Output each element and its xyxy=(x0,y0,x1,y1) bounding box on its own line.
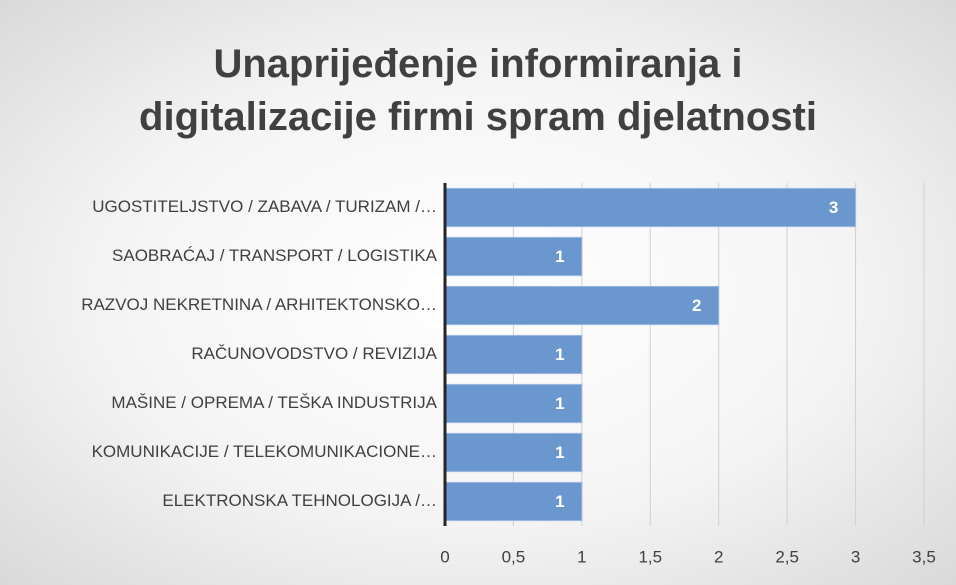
bar xyxy=(444,187,857,228)
data-label: 1 xyxy=(555,443,564,462)
data-label: 1 xyxy=(555,345,564,364)
data-label: 1 xyxy=(555,492,564,511)
x-tick-label: 3 xyxy=(851,547,860,566)
data-label: 3 xyxy=(829,198,838,217)
y-tick-label: RAČUNOVODSTVO / REVIZIJA xyxy=(191,344,437,363)
y-tick-label: UGOSTITELJSTVO / ZABAVA / TURIZAM /… xyxy=(92,197,437,216)
y-tick-label: ELEKTRONSKA TEHNOLOGIJA /… xyxy=(162,491,437,510)
x-tick-label: 3,5 xyxy=(912,547,936,566)
chart-title: Unaprijeđenje informiranja i digitalizac… xyxy=(139,42,817,139)
x-tick-label: 2,5 xyxy=(775,547,799,566)
bar xyxy=(444,481,583,522)
bar xyxy=(444,236,583,277)
y-tick-label: KOMUNIKACIJE / TELEKOMUNIKACIONE… xyxy=(92,442,437,461)
bar xyxy=(444,383,583,424)
y-tick-label: MAŠINE / OPREMA / TEŠKA INDUSTRIJA xyxy=(111,393,437,412)
data-label: 2 xyxy=(692,296,701,315)
bar xyxy=(444,285,720,326)
x-tick-label: 0,5 xyxy=(502,547,526,566)
x-tick-label: 0 xyxy=(440,547,449,566)
y-tick-label: RAZVOJ NEKRETNINA / ARHITEKTONSKO… xyxy=(81,295,437,314)
x-tick-label: 2 xyxy=(714,547,723,566)
data-label: 1 xyxy=(555,394,564,413)
x-tick-label: 1 xyxy=(577,547,586,566)
y-tick-label: SAOBRAĆAJ / TRANSPORT / LOGISTIKA xyxy=(112,246,438,265)
x-tick-label: 1,5 xyxy=(638,547,662,566)
data-label: 1 xyxy=(555,247,564,266)
